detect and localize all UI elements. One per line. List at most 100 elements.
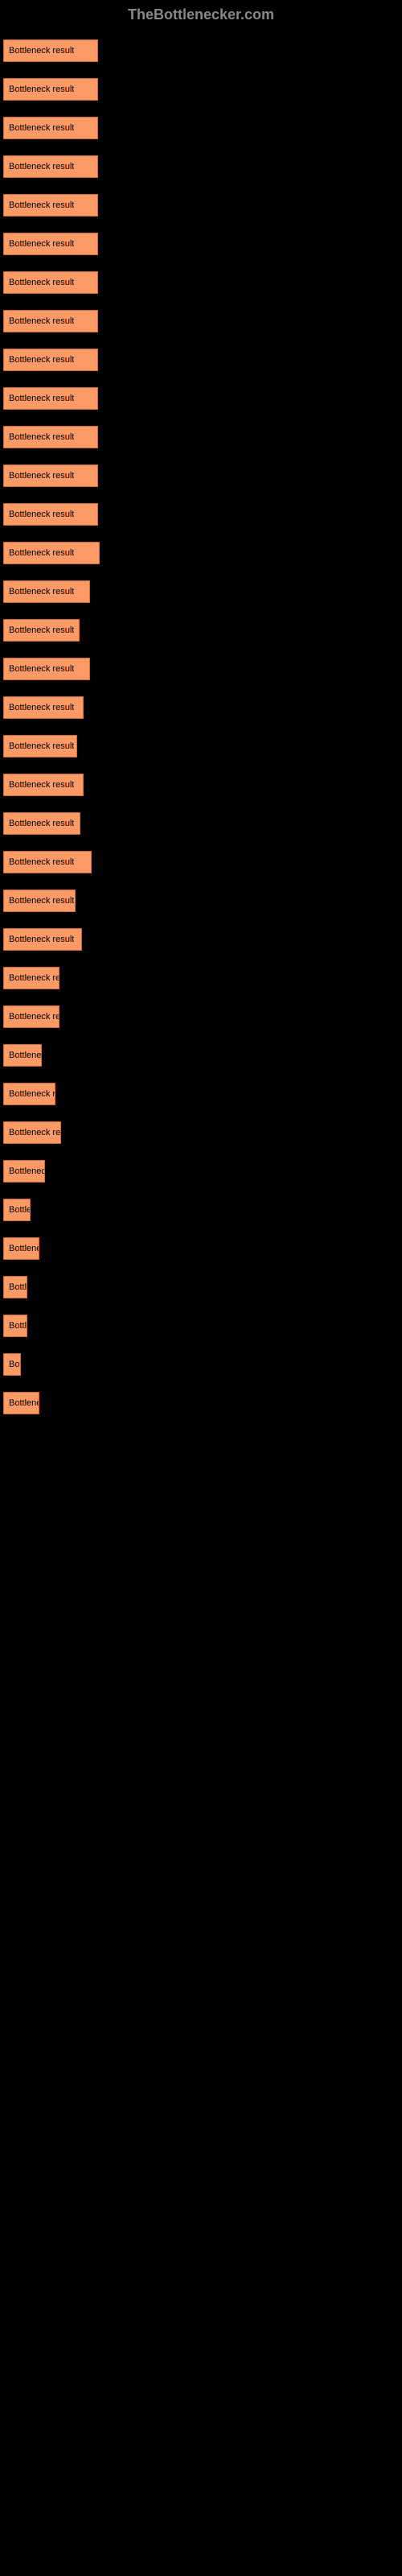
bar-label: Bottleneck result xyxy=(9,1166,44,1176)
bar: Bottleneck result xyxy=(3,658,90,680)
bar-label: Bottleneck result xyxy=(9,780,74,790)
bar-row: Bottleneck result xyxy=(3,464,402,487)
bar-label: Bottleneck result xyxy=(9,1012,59,1022)
bar-row: Bottleneck result xyxy=(3,1392,402,1414)
bar: Bottleneck result xyxy=(3,155,98,178)
bar-row: Bottleneck result xyxy=(3,774,402,796)
bar-label: Bottleneck result xyxy=(9,278,74,287)
bar-label: Bottleneck result xyxy=(9,432,74,442)
bar-row: Bottleneck result xyxy=(3,812,402,835)
bar-label: Bottleneck result xyxy=(9,316,74,326)
bar: Bottleneck result xyxy=(3,39,98,62)
bar: Bottleneck result xyxy=(3,387,98,410)
bar: Bottleneck result xyxy=(3,890,76,912)
bar: Bottleneck result xyxy=(3,310,98,332)
bar-label: Bottleneck result xyxy=(9,510,74,519)
bar: Bottleneck result xyxy=(3,735,77,758)
bar-row: Bottleneck result xyxy=(3,310,402,332)
bar-label: Bottleneck result xyxy=(9,355,74,365)
bar: Bottleneck result xyxy=(3,1005,59,1028)
bar: Bottleneck result xyxy=(3,78,98,101)
bar-chart: Bottleneck result Bottleneck result Bottle… xyxy=(0,39,402,1414)
bar-row: Bottleneck result xyxy=(3,39,402,62)
bar-row: Bottleneck result xyxy=(3,658,402,680)
bar-row: Bottleneck result xyxy=(3,194,402,217)
bar: Bottleneck result xyxy=(3,426,98,448)
bar-row: Bottleneck result xyxy=(3,967,402,989)
bar-label: Bottleneck result xyxy=(9,123,74,133)
bar: Bottleneck result xyxy=(3,271,98,294)
bar-label: Bottleneck result xyxy=(9,741,74,751)
bar-row: Bottleneck result xyxy=(3,542,402,564)
bar-row: Bottleneck result xyxy=(3,1315,402,1337)
bar: Bottleneck result xyxy=(3,1315,27,1337)
bar: Bottleneck result xyxy=(3,1353,21,1376)
site-header: TheBottlenecker.com xyxy=(0,6,402,23)
bar-row: Bottleneck result xyxy=(3,619,402,642)
bar-label: Bottleneck result xyxy=(9,664,74,674)
bar: Bottleneck result xyxy=(3,696,84,719)
bar-label: Bottleneck result xyxy=(9,1398,39,1408)
bar-row: Bottleneck result xyxy=(3,387,402,410)
bar: Bottleneck result xyxy=(3,233,98,255)
bar: Bottleneck result xyxy=(3,1121,61,1144)
bar: Bottleneck result xyxy=(3,1237,39,1260)
bar-row: Bottleneck result xyxy=(3,233,402,255)
bar-row: Bottleneck result xyxy=(3,1353,402,1376)
bar-label: Bottleneck result xyxy=(9,819,74,828)
bar: Bottleneck result xyxy=(3,1199,31,1221)
bar-row: Bottleneck result xyxy=(3,928,402,951)
bar-label: Bottleneck result xyxy=(9,973,59,983)
bar-label: Bottleneck result xyxy=(9,1089,55,1099)
bar-row: Bottleneck result xyxy=(3,1044,402,1067)
bar-row: Bottleneck result xyxy=(3,1083,402,1105)
bar: Bottleneck result xyxy=(3,349,98,371)
bar-row: Bottleneck result xyxy=(3,696,402,719)
bar-row: Bottleneck result xyxy=(3,78,402,101)
bar: Bottleneck result xyxy=(3,1392,39,1414)
bar-label: Bottleneck result xyxy=(9,548,74,558)
bar-row: Bottleneck result xyxy=(3,155,402,178)
bar-row: Bottleneck result xyxy=(3,426,402,448)
bar-label: Bottleneck result xyxy=(9,857,74,867)
bar-row: Bottleneck result xyxy=(3,271,402,294)
bar-label: Bottleneck result xyxy=(9,587,74,597)
bar-label: Bottleneck result xyxy=(9,1321,27,1331)
bar-label: Bottleneck result xyxy=(9,1244,39,1253)
bar-row: Bottleneck result xyxy=(3,580,402,603)
bar-label: Bottleneck result xyxy=(9,625,74,635)
bar-row: Bottleneck result xyxy=(3,1237,402,1260)
bar: Bottleneck result xyxy=(3,851,92,873)
bar-row: Bottleneck result xyxy=(3,1005,402,1028)
bar-label: Bottleneck result xyxy=(9,394,74,403)
bar-row: Bottleneck result xyxy=(3,1121,402,1144)
bar-row: Bottleneck result xyxy=(3,503,402,526)
bar-label: Bottleneck result xyxy=(9,896,74,906)
bar: Bottleneck result xyxy=(3,194,98,217)
bar: Bottleneck result xyxy=(3,812,80,835)
bar: Bottleneck result xyxy=(3,967,59,989)
bar-label: Bottleneck result xyxy=(9,471,74,481)
bar-row: Bottleneck result xyxy=(3,349,402,371)
bar-row: Bottleneck result xyxy=(3,735,402,758)
bar-row: Bottleneck result xyxy=(3,1160,402,1183)
bar-row: Bottleneck result xyxy=(3,890,402,912)
bar-label: Bottleneck result xyxy=(9,935,74,944)
bar-label: Bottleneck result xyxy=(9,1051,41,1060)
bar-label: Bottleneck result xyxy=(9,1205,30,1215)
bar: Bottleneck result xyxy=(3,774,84,796)
bar: Bottleneck result xyxy=(3,928,82,951)
bar: Bottleneck result xyxy=(3,1276,27,1298)
bar-label: Bottleneck result xyxy=(9,85,74,94)
bar-row: Bottleneck result xyxy=(3,117,402,139)
bar-label: Bottleneck result xyxy=(9,200,74,210)
bar: Bottleneck result xyxy=(3,1083,55,1105)
bar-label: Bottleneck result xyxy=(9,46,74,56)
bar: Bottleneck result xyxy=(3,580,90,603)
bar: Bottleneck result xyxy=(3,503,98,526)
bar: Bottleneck result xyxy=(3,1160,45,1183)
bar-label: Bottleneck result xyxy=(9,1282,27,1292)
bar-label: Bottleneck result xyxy=(9,239,74,249)
bar-label: Bottleneck result xyxy=(9,1360,20,1369)
bar-row: Bottleneck result xyxy=(3,1199,402,1221)
